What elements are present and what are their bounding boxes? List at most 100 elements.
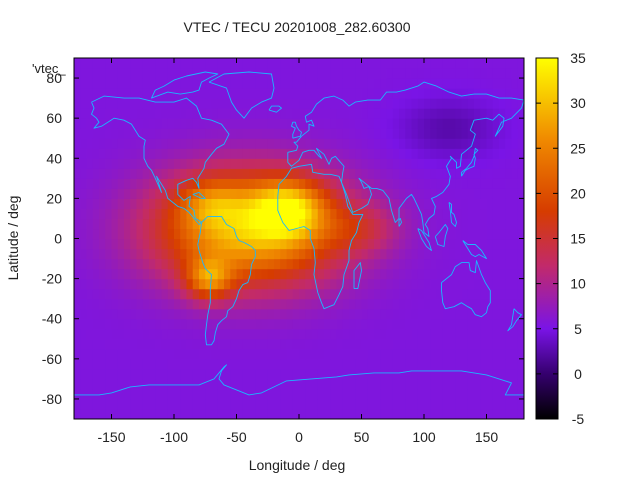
- heatmap-cell: [255, 308, 263, 320]
- heatmap-cell: [161, 318, 169, 330]
- heatmap-cell: [455, 108, 463, 119]
- heatmap-cell: [474, 298, 481, 310]
- heatmap-cell: [205, 78, 213, 89]
- heatmap-cell: [117, 358, 125, 370]
- heatmap-cell: [167, 68, 175, 79]
- heatmap-cell: [480, 258, 488, 270]
- heatmap-cell: [255, 188, 263, 199]
- heatmap-cell: [405, 278, 413, 290]
- heatmap-cell: [499, 148, 506, 159]
- heatmap-cell: [505, 258, 513, 270]
- heatmap-cell: [80, 198, 88, 210]
- heatmap-cell: [117, 328, 125, 340]
- heatmap-cell: [136, 88, 144, 99]
- heatmap-cell: [111, 328, 119, 340]
- heatmap-cell: [311, 388, 319, 400]
- heatmap-cell: [442, 388, 450, 400]
- heatmap-cell: [280, 328, 288, 340]
- heatmap-cell: [224, 258, 231, 270]
- heatmap-cell: [180, 178, 188, 189]
- heatmap-cell: [292, 298, 300, 310]
- heatmap-cell: [280, 408, 288, 419]
- heatmap-cell: [486, 408, 494, 419]
- heatmap-cell: [374, 68, 381, 79]
- heatmap-cell: [317, 258, 325, 270]
- heatmap-cell: [142, 298, 150, 310]
- heatmap-cell: [186, 278, 194, 290]
- heatmap-cell: [449, 328, 456, 340]
- heatmap-cell: [105, 238, 113, 250]
- heatmap-cell: [361, 338, 369, 350]
- heatmap-cell: [124, 408, 131, 419]
- heatmap-cell: [111, 88, 119, 99]
- heatmap-cell: [399, 308, 406, 320]
- heatmap-cell: [305, 248, 313, 260]
- heatmap-cell: [336, 98, 344, 109]
- heatmap-cell: [305, 198, 313, 210]
- heatmap-cell: [155, 248, 163, 260]
- heatmap-cell: [467, 318, 475, 330]
- heatmap-cell: [130, 158, 138, 169]
- heatmap-cell: [249, 348, 256, 360]
- heatmap-cell: [249, 398, 256, 410]
- heatmap-cell: [480, 228, 488, 240]
- heatmap-cell: [117, 388, 125, 400]
- heatmap-cell: [267, 168, 275, 179]
- heatmap-cell: [205, 388, 213, 400]
- heatmap-cell: [374, 368, 381, 380]
- heatmap-cell: [492, 288, 500, 300]
- heatmap-cell: [155, 268, 163, 280]
- heatmap-cell: [480, 238, 488, 250]
- heatmap-cell: [74, 408, 81, 419]
- heatmap-cell: [261, 378, 269, 390]
- heatmap-cell: [105, 368, 113, 380]
- heatmap-cell: [192, 338, 200, 350]
- heatmap-cell: [92, 118, 100, 129]
- heatmap-cell: [374, 168, 381, 179]
- heatmap-cell: [330, 188, 338, 199]
- heatmap-cell: [349, 238, 356, 250]
- heatmap-cell: [261, 78, 269, 89]
- heatmap-cell: [417, 378, 425, 390]
- heatmap-cell: [211, 208, 219, 220]
- heatmap-cell: [130, 118, 138, 129]
- heatmap-cell: [249, 148, 256, 159]
- heatmap-cell: [361, 78, 369, 89]
- heatmap-cell: [455, 208, 463, 220]
- heatmap-cell: [286, 248, 294, 260]
- heatmap-cell: [424, 98, 431, 109]
- heatmap-cell: [342, 398, 350, 410]
- heatmap-cell: [186, 318, 194, 330]
- heatmap-cell: [286, 168, 294, 179]
- heatmap-cell: [330, 288, 338, 300]
- heatmap-cell: [92, 298, 100, 310]
- heatmap-cell: [255, 278, 263, 290]
- heatmap-cell: [474, 58, 481, 69]
- heatmap-cell: [449, 148, 456, 159]
- heatmap-cell: [361, 388, 369, 400]
- heatmap-cell: [449, 208, 456, 220]
- heatmap-cell: [355, 128, 363, 139]
- heatmap-cell: [130, 258, 138, 270]
- heatmap-cell: [361, 218, 369, 230]
- heatmap-cell: [242, 268, 250, 280]
- heatmap-cell: [467, 358, 475, 370]
- heatmap-cell: [230, 78, 238, 89]
- heatmap-cell: [86, 108, 94, 119]
- heatmap-cell: [286, 158, 294, 169]
- heatmap-cell: [274, 88, 281, 99]
- heatmap-cell: [467, 328, 475, 340]
- heatmap-cell: [130, 268, 138, 280]
- heatmap-cell: [292, 388, 300, 400]
- heatmap-cell: [180, 348, 188, 360]
- heatmap-cell: [186, 218, 194, 230]
- heatmap-cell: [342, 118, 350, 129]
- heatmap-cell: [167, 348, 175, 360]
- heatmap-cell: [155, 308, 163, 320]
- heatmap-cell: [230, 408, 238, 419]
- heatmap-cell: [86, 328, 94, 340]
- heatmap-cell: [136, 398, 144, 410]
- heatmap-cell: [330, 108, 338, 119]
- heatmap-cell: [299, 88, 306, 99]
- heatmap-cell: [374, 238, 381, 250]
